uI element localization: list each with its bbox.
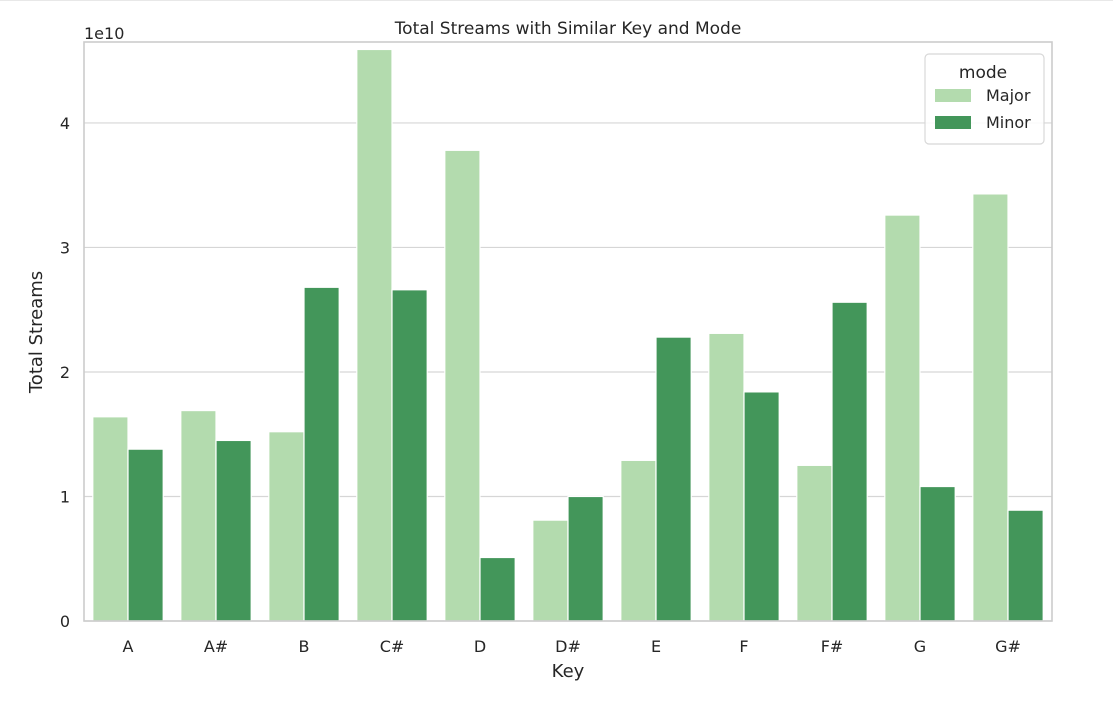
bar-minor-asharp [215, 439, 252, 622]
bar-major-fsharp [796, 464, 833, 622]
bar-major-csharp [356, 48, 393, 622]
legend-swatch-major [935, 89, 971, 102]
x-tick-label: G# [995, 637, 1021, 656]
bar-minor-dsharp [567, 495, 604, 622]
x-tick-label: F [739, 637, 748, 656]
bar-major-f [708, 332, 745, 622]
x-axis-label: Key [552, 661, 585, 682]
y-tick-label: 4 [60, 114, 70, 133]
y-tick-label: 0 [60, 612, 70, 631]
bar-minor-g [919, 485, 956, 622]
bar-minor-a [127, 448, 164, 622]
x-tick-label: A [123, 637, 134, 656]
y-offset-label: 1e10 [84, 24, 124, 43]
bar-minor-gsharp [1007, 509, 1044, 622]
bar-major-a [92, 416, 129, 622]
legend: mode Major Minor [924, 53, 1045, 145]
bar-major-asharp [180, 409, 217, 622]
bar-major-gsharp [972, 193, 1009, 622]
chart-title: Total Streams with Similar Key and Mode [394, 19, 742, 39]
legend-label-minor: Minor [986, 113, 1031, 132]
x-tick-label: C# [380, 637, 405, 656]
y-axis-label: Total Streams [26, 271, 47, 394]
x-tick-label: A# [204, 637, 228, 656]
x-tick-label: G [914, 637, 926, 656]
legend-swatch-minor [935, 116, 971, 129]
plot-frame [83, 41, 1053, 622]
x-tick-label: B [299, 637, 310, 656]
bar-minor-csharp [391, 289, 428, 622]
bar-minor-b [303, 286, 340, 622]
top-border [0, 0, 1113, 1]
x-tick-label: D# [555, 637, 581, 656]
bar-major-b [268, 431, 305, 622]
legend-label-major: Major [986, 86, 1031, 105]
x-tick-label: F# [821, 637, 844, 656]
bar-minor-fsharp [831, 301, 868, 622]
bar-minor-d [479, 556, 516, 622]
bar-major-dsharp [532, 519, 569, 622]
x-tick-label: E [651, 637, 661, 656]
x-tick-label: D [474, 637, 486, 656]
legend-title: mode [959, 63, 1007, 83]
bar-major-d [444, 149, 481, 622]
y-tick-label: 1 [60, 487, 70, 506]
y-tick-label: 3 [60, 238, 70, 257]
bar-major-e [620, 459, 657, 622]
y-tick-label: 2 [60, 363, 70, 382]
bar-minor-e [655, 336, 692, 622]
bar-major-g [884, 214, 921, 622]
plot-area: 0 1 2 3 4 A A# B C# D D# E F F# G G# mode Major Minor [60, 41, 1053, 656]
bar-minor-f [743, 391, 780, 622]
